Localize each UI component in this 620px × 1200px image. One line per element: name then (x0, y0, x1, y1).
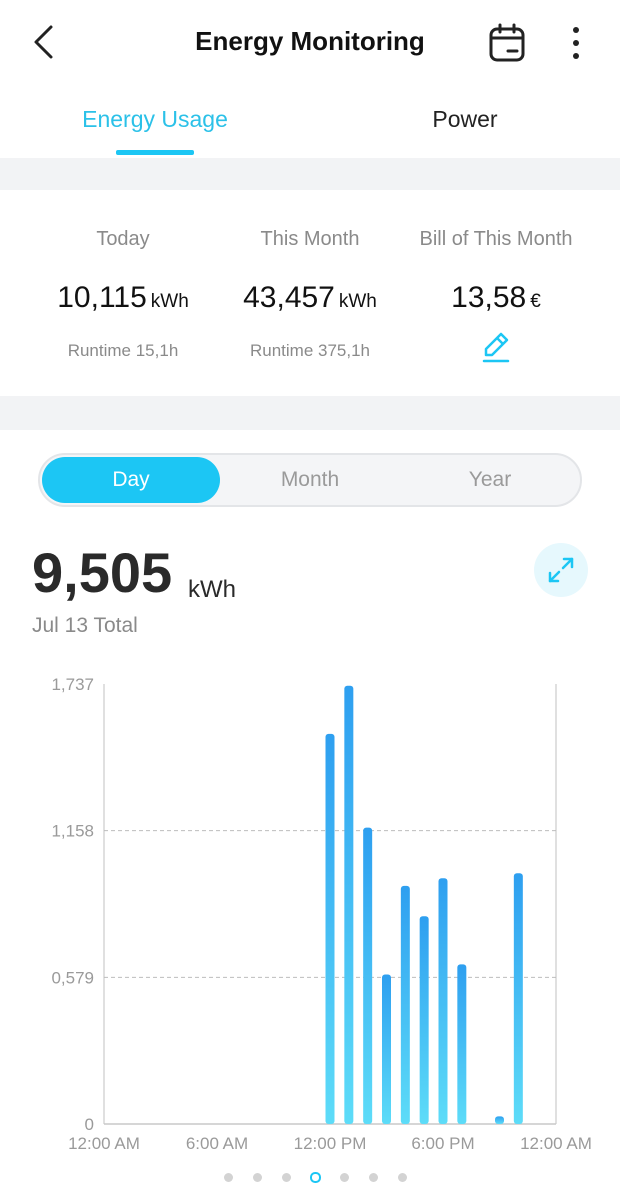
pager-dot[interactable] (310, 1172, 321, 1183)
bar (400, 885, 410, 1124)
more-options-button[interactable] (558, 20, 594, 66)
y-tick-label: 1,158 (51, 822, 94, 841)
chevron-left-icon (34, 25, 53, 59)
x-tick-label: 12:00 AM (68, 1134, 140, 1153)
bar (457, 964, 467, 1124)
more-vertical-icon (573, 27, 579, 59)
stats-panel: Today 10,115 kWh Runtime 15,1h This Month… (0, 190, 620, 396)
bar (363, 827, 373, 1124)
edit-pencil-icon (482, 332, 510, 363)
top-bar: Energy Monitoring (0, 0, 620, 86)
stat-value: 43,457 kWh (243, 281, 377, 314)
y-tick-label: 0 (85, 1115, 94, 1134)
stat-runtime: Runtime 375,1h (249, 341, 371, 360)
stat-value: 10,115 kWh (57, 281, 189, 314)
range-selector: Day Month Year (38, 453, 582, 507)
bar (325, 733, 335, 1124)
expand-chart-button[interactable] (534, 543, 588, 597)
x-tick-label: 12:00 AM (520, 1134, 592, 1153)
bar (495, 1116, 504, 1124)
bar (513, 873, 523, 1124)
y-tick-label: 0,579 (51, 968, 94, 987)
back-button[interactable] (24, 20, 64, 64)
total-unit: kWh (188, 576, 236, 603)
range-month-button[interactable]: Month (280, 468, 340, 491)
bar (419, 916, 429, 1124)
calendar-button[interactable] (484, 20, 530, 66)
bar (438, 878, 448, 1124)
x-tick-label: 6:00 AM (186, 1134, 248, 1153)
chart-pager (0, 1168, 620, 1188)
calendar-icon (489, 23, 525, 62)
tab-power[interactable]: Power (432, 106, 498, 132)
stat-today: Today 10,115 kWh Runtime 15,1h (20, 190, 226, 361)
section-divider (0, 158, 620, 190)
tab-energy-usage[interactable]: Energy Usage (82, 106, 228, 132)
pager-dot[interactable] (253, 1173, 262, 1182)
stat-label: Bill of This Month (419, 228, 573, 250)
tab-bar: Energy Usage Power (0, 86, 620, 158)
stat-value: 13,58 € (451, 281, 541, 314)
y-tick-label: 1,737 (51, 675, 94, 694)
pager-dot[interactable] (340, 1173, 349, 1182)
pager-dot[interactable] (224, 1173, 233, 1182)
x-tick-label: 12:00 PM (294, 1134, 367, 1153)
expand-icon (548, 557, 574, 583)
stat-runtime: Runtime 15,1h (67, 341, 179, 360)
pager-dot[interactable] (282, 1173, 291, 1182)
section-divider (0, 396, 620, 430)
pager-dot[interactable] (398, 1173, 407, 1182)
bar (344, 685, 354, 1124)
pager-dot[interactable] (369, 1173, 378, 1182)
energy-chart: 1,737 1,158 0,579 0 12:00 AM 6:00 AM 12:00 PM 6… (0, 660, 620, 1160)
bar (382, 974, 391, 1124)
stat-this-month: This Month 43,457 kWh Runtime 375,1h (207, 190, 413, 361)
edit-bill-button[interactable] (478, 329, 514, 365)
x-tick-label: 6:00 PM (411, 1134, 474, 1153)
total-value: 9,505 (32, 541, 173, 604)
range-day-button[interactable]: Day (42, 457, 220, 503)
page-title: Energy Monitoring (195, 26, 425, 56)
stat-bill: Bill of This Month 13,58 € (393, 190, 599, 370)
stat-label: Today (96, 228, 150, 250)
total-caption: Jul 13 Total (32, 614, 138, 637)
stat-label: This Month (260, 228, 360, 250)
active-tab-indicator (116, 150, 194, 155)
range-year-button[interactable]: Year (468, 468, 512, 491)
